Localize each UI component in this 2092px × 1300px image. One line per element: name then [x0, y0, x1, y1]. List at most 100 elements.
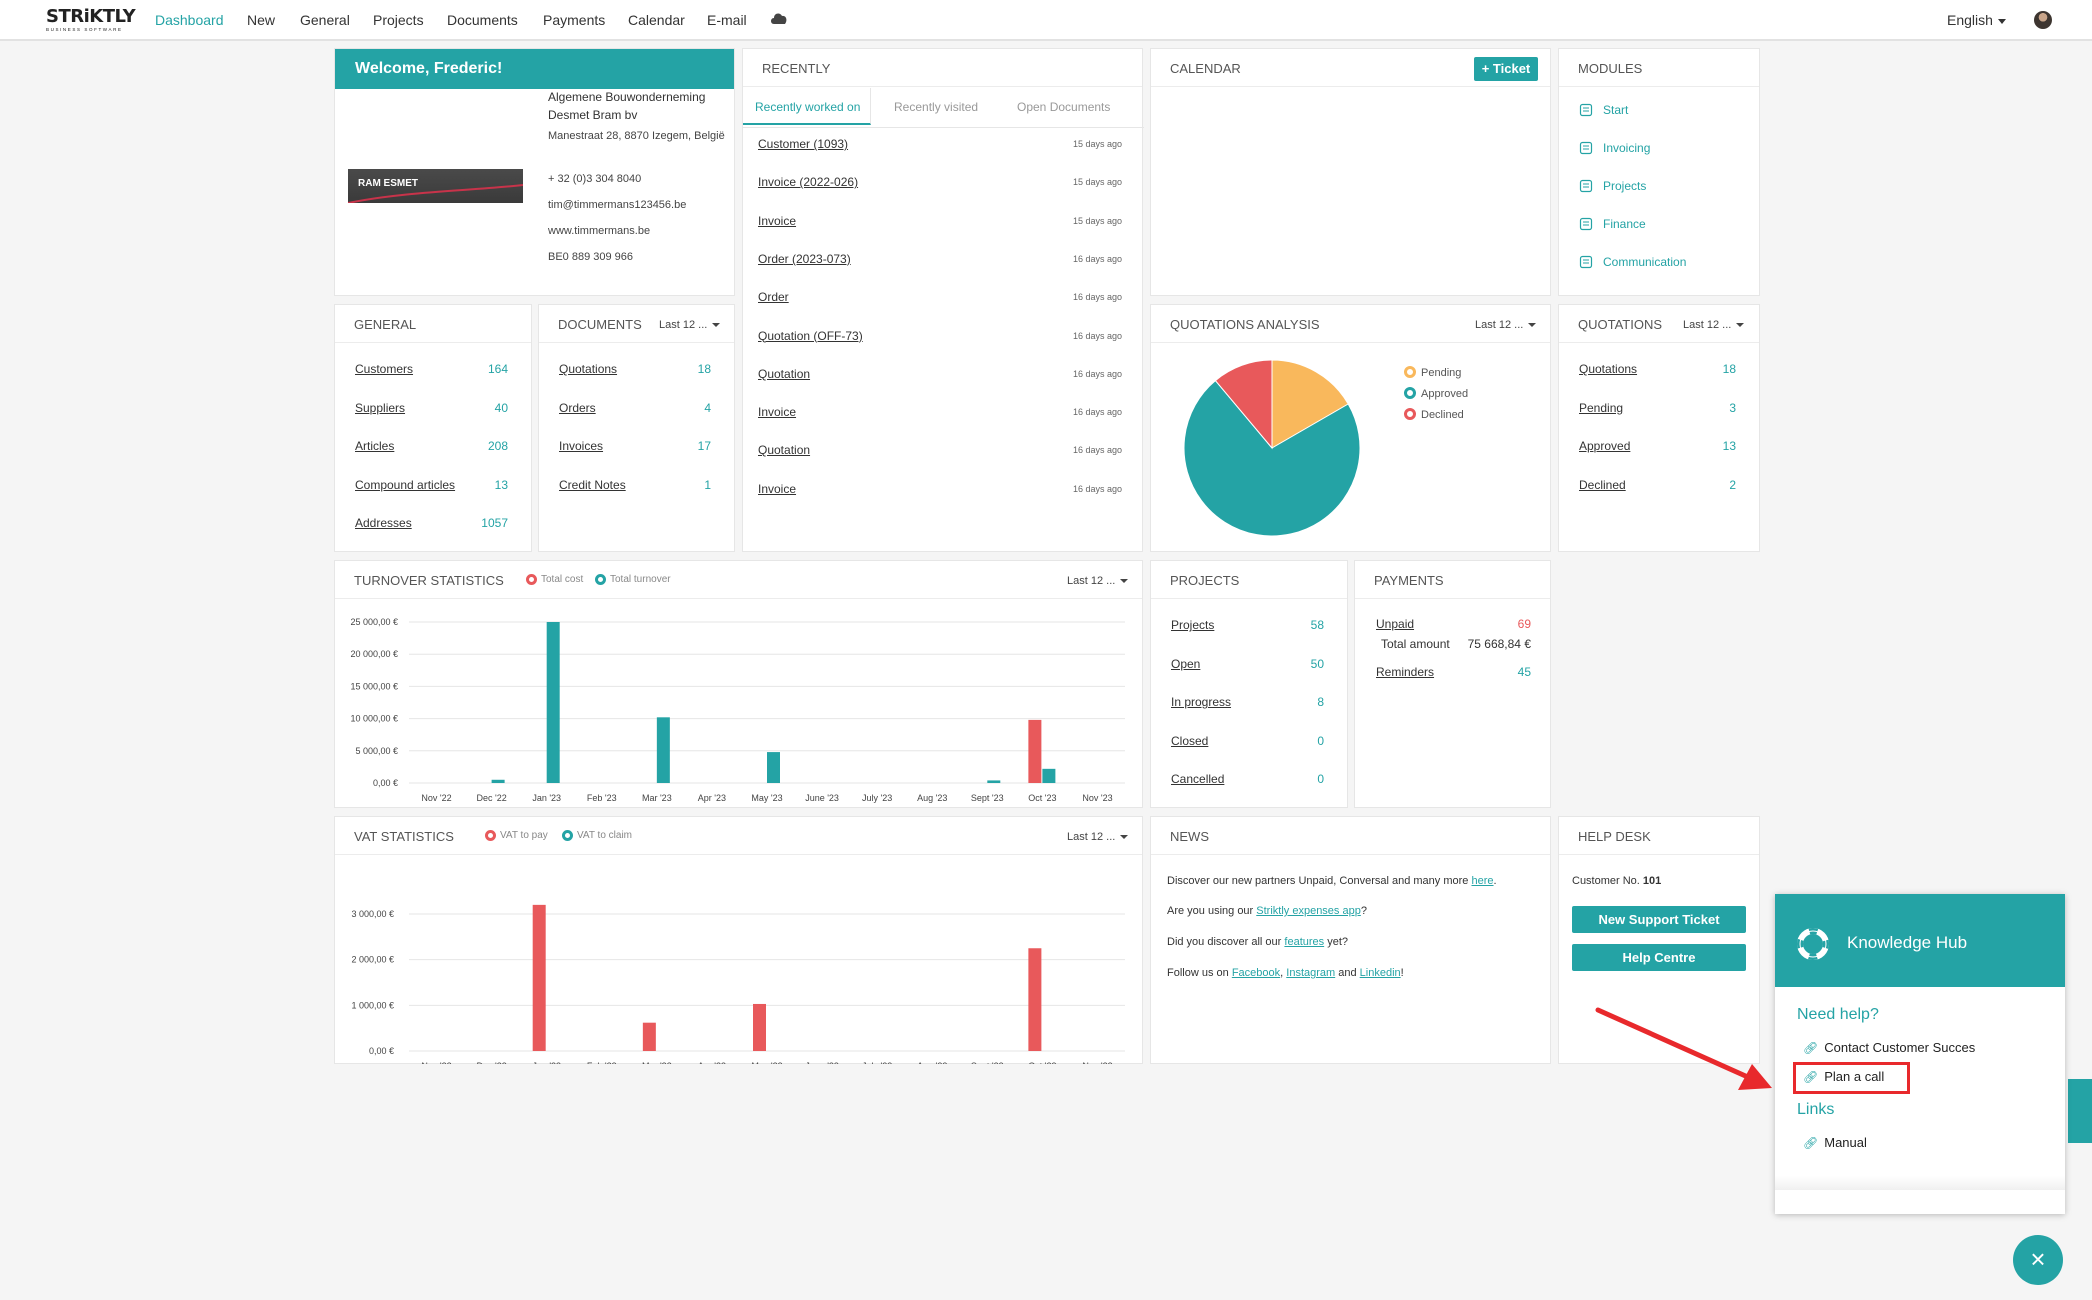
- module-item[interactable]: Start: [1579, 103, 1749, 119]
- module-item[interactable]: Invoicing: [1579, 141, 1749, 157]
- bar-total-turnover[interactable]: [767, 752, 780, 783]
- new-ticket-button[interactable]: + Ticket: [1474, 57, 1538, 81]
- recent-item-link[interactable]: Quotation (OFF-73): [758, 328, 863, 343]
- general-row-link[interactable]: Articles: [355, 439, 395, 454]
- general-row-link[interactable]: Customers: [355, 362, 414, 376]
- news-here-link[interactable]: here: [1471, 875, 1494, 887]
- general-row-link[interactable]: Suppliers: [355, 400, 406, 415]
- bar-vat-to-pay[interactable]: [1028, 948, 1042, 1051]
- news-expenses-app-link[interactable]: Striktly expenses app: [1256, 905, 1361, 917]
- turnover-filter-dropdown[interactable]: Last 12 ...: [1067, 575, 1129, 587]
- company-email[interactable]: tim@timmermans123456.be: [548, 199, 687, 211]
- striktly-logo[interactable]: STRiKTLY BUSINESS SOFTWARE: [46, 7, 136, 33]
- quotations-filter-dropdown[interactable]: Last 12 ...: [1683, 319, 1745, 331]
- legend-total-turnover[interactable]: Total turnover: [595, 574, 671, 585]
- close-knowledge-hub-button[interactable]: ×: [2013, 1235, 2063, 1285]
- nav-documents[interactable]: Documents: [447, 12, 518, 28]
- documents-row-link[interactable]: Orders: [559, 400, 596, 415]
- module-item[interactable]: Projects: [1579, 179, 1749, 195]
- news-line-3: Did you discover all our features yet?: [1167, 936, 1348, 948]
- knowledge-hub-widget: Knowledge Hub Need help? 🔗︎ Contact Custo…: [1775, 894, 2065, 1214]
- contact-customer-success-link[interactable]: 🔗︎ Contact Customer Succes: [1803, 1040, 1975, 1055]
- legend-vat-to-pay[interactable]: VAT to pay: [485, 830, 548, 841]
- pie-slice-declined[interactable]: [1214, 359, 1273, 450]
- documents-filter-dropdown[interactable]: Last 12 ...: [659, 319, 721, 331]
- quotations-panel: QUOTATIONS Last 12 ... Quotations 18 Pendi…: [1558, 304, 1760, 552]
- documents-row-link[interactable]: Quotations: [559, 362, 618, 376]
- projects-row-link[interactable]: In progress: [1171, 695, 1232, 710]
- help-centre-button[interactable]: Help Centre: [1572, 944, 1746, 971]
- projects-row-link[interactable]: Cancelled: [1171, 772, 1225, 787]
- nav-email[interactable]: E-mail: [707, 12, 747, 28]
- calendar-title: CALENDAR: [1151, 49, 1550, 87]
- recent-item-link[interactable]: Invoice: [758, 213, 797, 228]
- recent-item-link[interactable]: Invoice (2022-026): [758, 175, 859, 190]
- plan-a-call-link[interactable]: 🔗︎ Plan a call: [1803, 1069, 1884, 1084]
- bar-vat-to-pay[interactable]: [753, 1003, 766, 1051]
- new-support-ticket-button[interactable]: New Support Ticket: [1572, 906, 1746, 933]
- news-text: Follow us on: [1167, 967, 1229, 979]
- legend-dot: [1404, 366, 1416, 378]
- bar-vat-to-pay[interactable]: [642, 1022, 656, 1051]
- legend-total-cost[interactable]: Total cost: [526, 574, 583, 585]
- projects-row-link[interactable]: Open: [1171, 656, 1201, 671]
- recent-item-link[interactable]: Order (2023-073): [758, 251, 851, 266]
- linkedin-link[interactable]: Linkedin: [1359, 967, 1401, 979]
- bar-total-turnover[interactable]: [987, 780, 1001, 783]
- recent-item-link[interactable]: Quotation: [758, 366, 811, 381]
- quotations-row-link[interactable]: Quotations: [1579, 362, 1638, 376]
- bar-total-turnover[interactable]: [656, 717, 670, 783]
- bar-total-turnover[interactable]: [491, 779, 505, 783]
- pie-slice-approved[interactable]: [1183, 379, 1361, 537]
- vat-filter-dropdown[interactable]: Last 12 ...: [1067, 831, 1129, 843]
- nav-general[interactable]: General: [300, 12, 350, 28]
- calendar-panel: CALENDAR + Ticket: [1150, 48, 1551, 296]
- bar-total-cost[interactable]: [1028, 719, 1042, 783]
- recent-item-link[interactable]: Order: [758, 290, 789, 305]
- recent-item-link[interactable]: Customer (1093): [758, 137, 849, 151]
- nav-projects[interactable]: Projects: [373, 12, 424, 28]
- nav-dashboard[interactable]: Dashboard: [155, 12, 224, 28]
- recent-item-link[interactable]: Invoice: [758, 481, 797, 496]
- module-item[interactable]: Finance: [1579, 217, 1749, 233]
- documents-row-link[interactable]: Invoices: [559, 439, 604, 454]
- quotations-row-link[interactable]: Approved: [1579, 439, 1631, 454]
- nav-payments[interactable]: Payments: [543, 12, 606, 28]
- manual-link[interactable]: 🔗︎ Manual: [1803, 1135, 1867, 1150]
- user-avatar[interactable]: [2034, 11, 2052, 29]
- instagram-link[interactable]: Instagram: [1286, 967, 1336, 979]
- facebook-link[interactable]: Facebook: [1231, 967, 1281, 979]
- bar-total-turnover[interactable]: [546, 622, 560, 783]
- company-website[interactable]: www.timmermans.be: [548, 225, 651, 237]
- projects-row-link[interactable]: Projects: [1171, 618, 1215, 632]
- news-features-link[interactable]: features: [1284, 936, 1325, 948]
- general-row-link[interactable]: Compound articles: [355, 477, 456, 492]
- quotations-row-link[interactable]: Declined: [1579, 477, 1626, 492]
- recent-item-link[interactable]: Invoice: [758, 405, 797, 420]
- finance-icon: [1579, 217, 1593, 231]
- tab-open-documents[interactable]: Open Documents: [1017, 100, 1111, 114]
- nav-calendar[interactable]: Calendar: [628, 12, 685, 28]
- legend-vat-to-claim[interactable]: VAT to claim: [562, 830, 632, 841]
- recent-item-link[interactable]: Quotation: [758, 443, 811, 458]
- bar-total-turnover[interactable]: [1042, 768, 1056, 783]
- pie-slice-pending[interactable]: [1271, 359, 1349, 449]
- general-row-link[interactable]: Addresses: [355, 516, 412, 531]
- documents-row-link[interactable]: Credit Notes: [559, 477, 626, 492]
- side-tab[interactable]: [2068, 1079, 2092, 1143]
- unpaid-count: 69: [1517, 617, 1531, 631]
- nav-new[interactable]: New: [247, 12, 276, 28]
- language-selector[interactable]: English: [1947, 12, 2006, 28]
- unpaid-link[interactable]: Unpaid: [1376, 617, 1415, 631]
- bar-vat-to-pay[interactable]: [532, 904, 546, 1051]
- plan-a-call-highlight: [1793, 1062, 1910, 1094]
- module-item[interactable]: Communication: [1579, 255, 1749, 271]
- quotations-analysis-filter-dropdown[interactable]: Last 12 ...: [1475, 319, 1537, 331]
- tab-recently-worked-on[interactable]: Recently worked on: [743, 88, 871, 125]
- projects-row-link[interactable]: Closed: [1171, 733, 1209, 748]
- cloud-icon[interactable]: [770, 11, 788, 25]
- reminders-link[interactable]: Reminders: [1376, 665, 1435, 679]
- welcome-title: Welcome, Frederic!: [335, 49, 734, 89]
- tab-recently-visited[interactable]: Recently visited: [894, 100, 979, 114]
- quotations-row-link[interactable]: Pending: [1579, 400, 1624, 415]
